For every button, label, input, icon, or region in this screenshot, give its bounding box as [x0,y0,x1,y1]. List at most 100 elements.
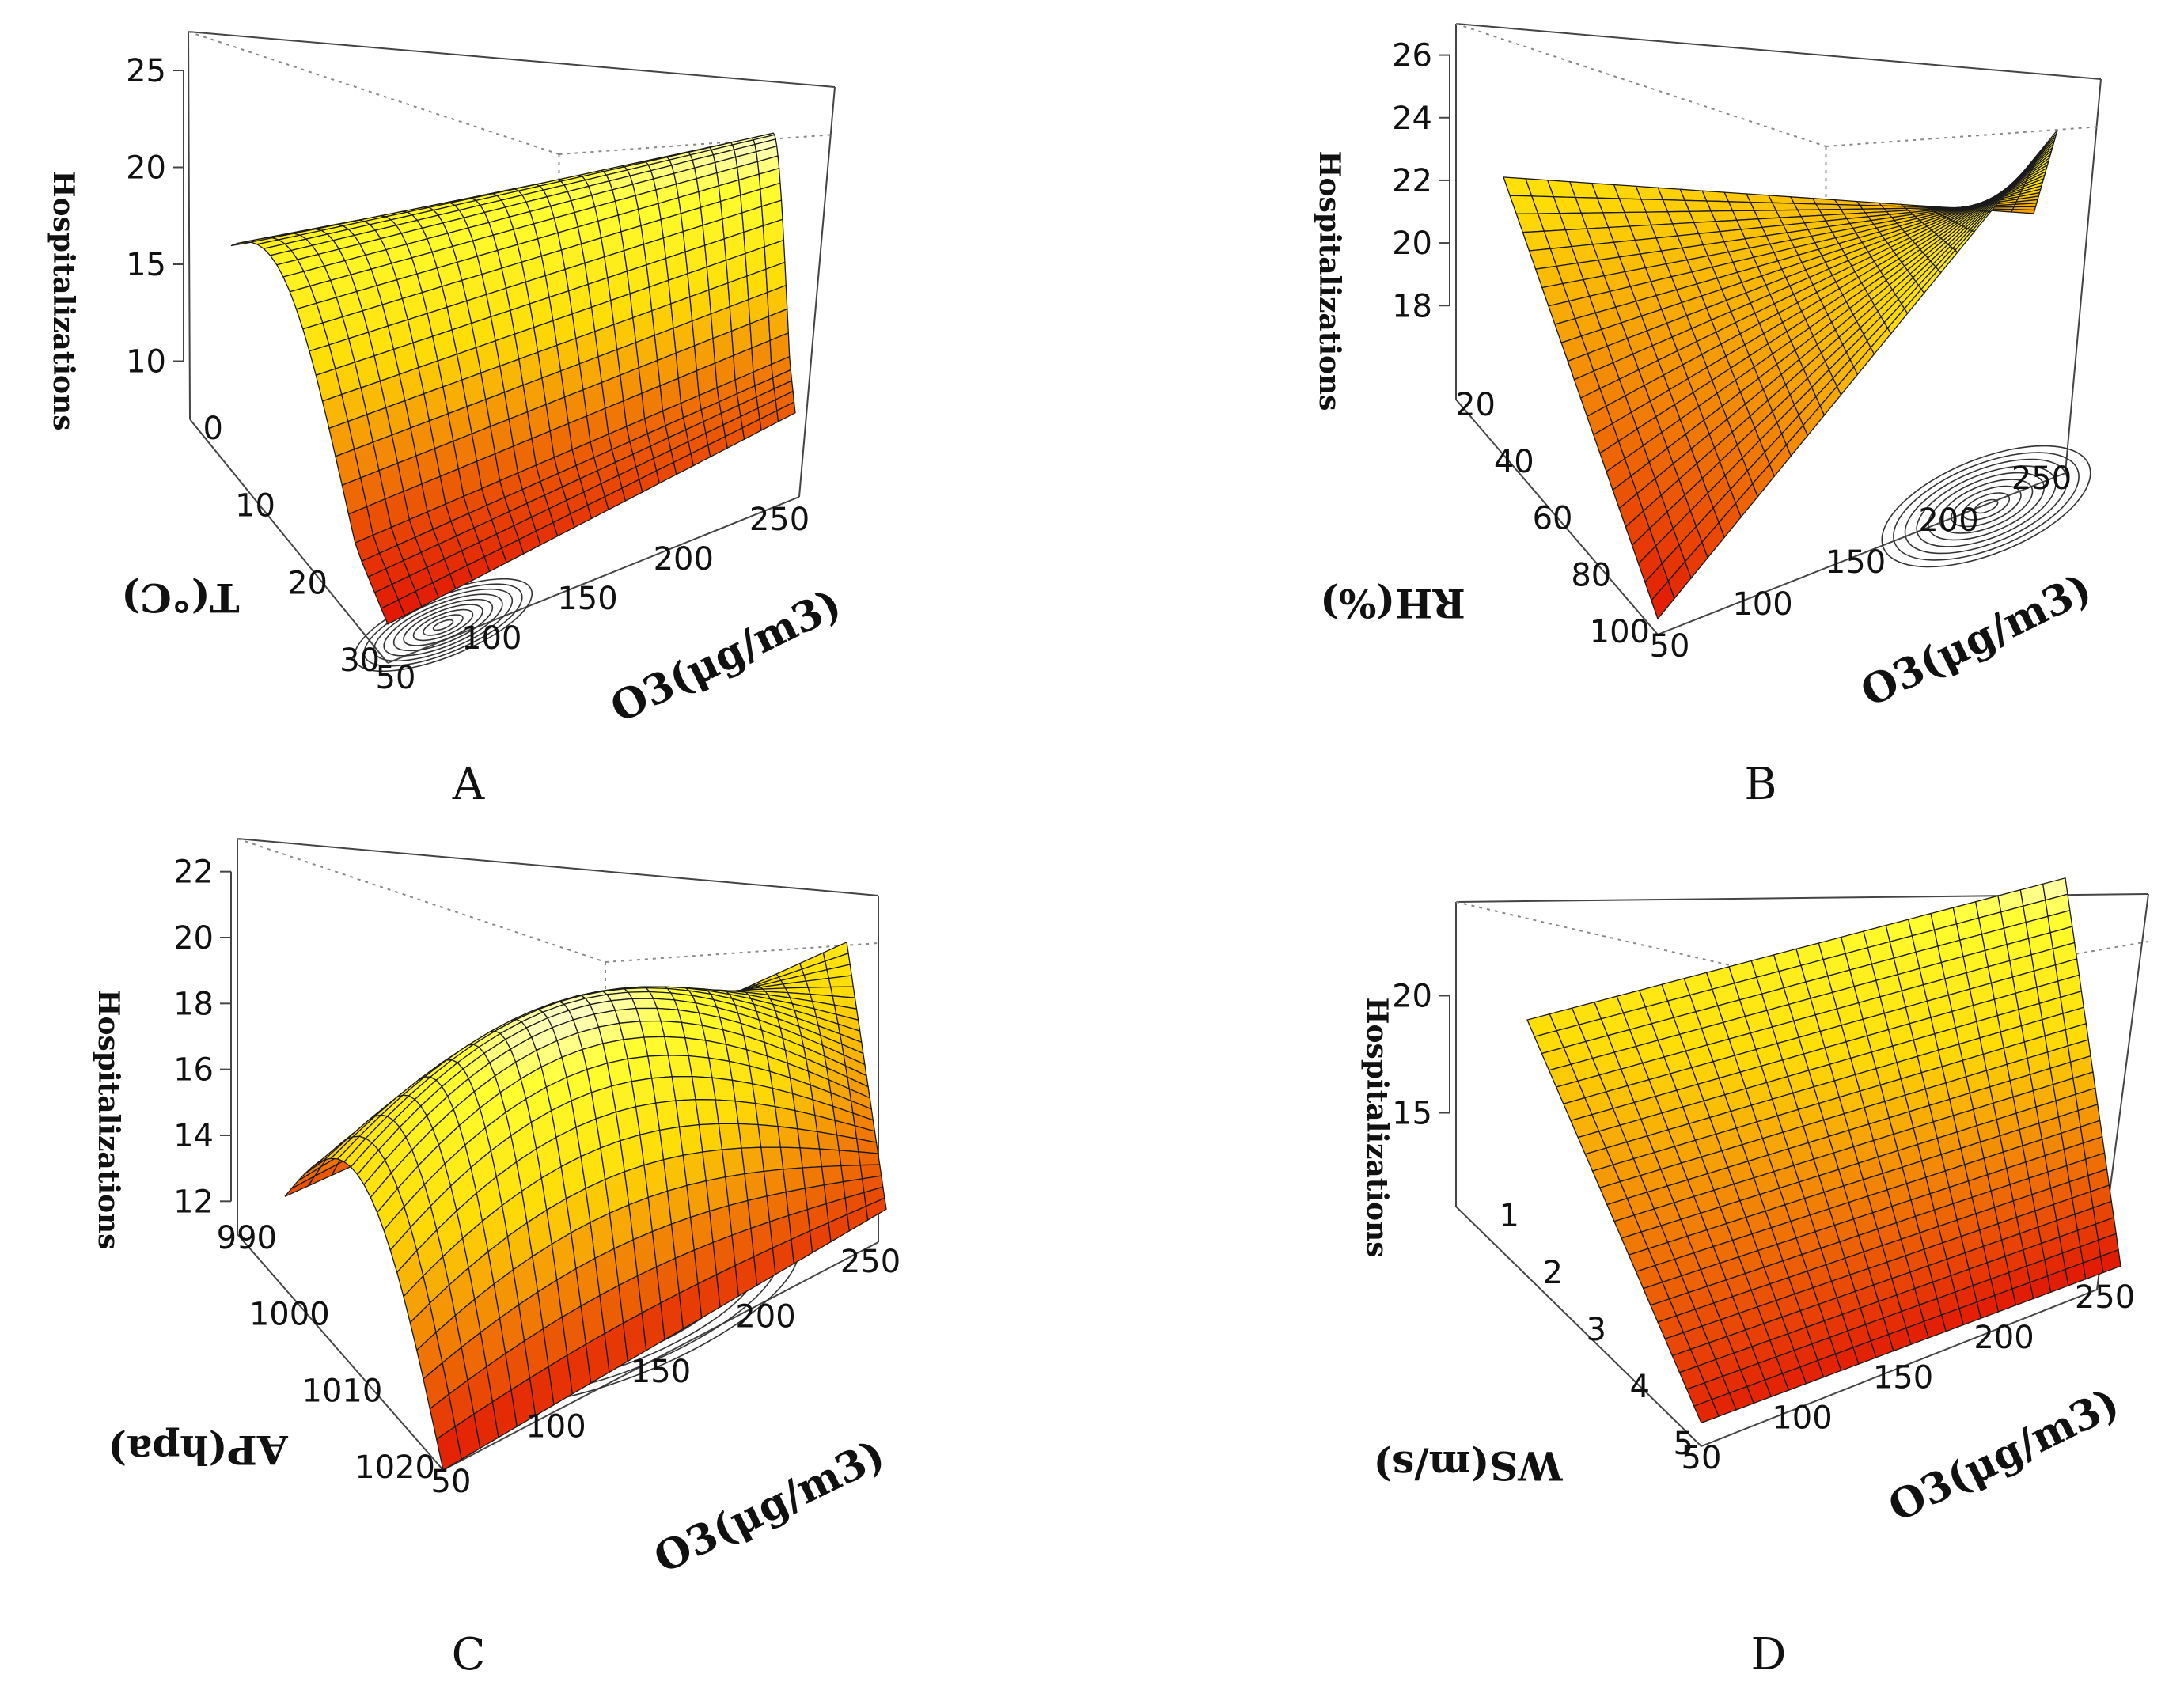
x-tick-label: 150 [1873,1360,1933,1396]
contour-line [1928,472,2045,541]
box-edge [189,419,389,664]
surface-facet [754,1102,779,1127]
surface-facet [675,1099,700,1128]
z-tick-label: 16 [173,1052,214,1089]
y-axis-label: T(°C) [121,574,239,621]
box-hidden-edge [188,31,559,155]
x-tick-label: 50 [376,660,416,696]
surface-facet [760,1146,784,1173]
y-tick-label: 4 [1630,1369,1650,1405]
surface-facet [1814,203,1842,210]
surface-facet [865,1197,887,1222]
y-axis-label: AP(hpa) [108,1426,288,1473]
x-tick-label: 150 [557,581,617,617]
surface-facet [705,1176,730,1212]
contour-line [432,619,454,631]
z-tick-label: 25 [126,53,166,89]
y-tick-label: 60 [1533,501,1573,537]
surface-facet [763,1169,787,1197]
y-tick-label: 3 [1587,1312,1606,1348]
contour-line [1939,479,2034,534]
z-tick-label: 12 [173,1184,214,1220]
surface-facet [783,1167,806,1193]
x-axis-label: O3(μg/m3) [1853,564,2099,717]
contour-line [1881,445,2091,568]
surface-facet [702,1149,726,1182]
surface-facet [671,1075,696,1101]
surface-mesh [1526,877,2121,1424]
surface-facet [715,1099,739,1125]
surface-facet [779,1146,803,1170]
y-tick-label: 1020 [355,1449,435,1486]
z-tick-label: 20 [173,920,214,957]
box-edge [188,31,836,88]
surface-facet [744,1170,768,1202]
x-tick-label: 200 [1918,502,1978,539]
y-tick-label: 30 [339,642,380,679]
surface-facet [627,991,654,999]
y-tick-label: 80 [1571,557,1611,593]
z-tick-label: 18 [1392,288,1432,324]
contour-line [1951,485,2022,528]
z-axis-label: Hospitalizations [47,171,80,431]
surface-facet [737,1123,762,1149]
surface-facet [678,1123,703,1156]
surface-facet [711,1077,737,1102]
surface-facet [817,1131,840,1151]
contour-line [383,593,503,657]
y-axis-label: WS(m/s) [1374,1442,1564,1489]
x-tick-label: 100 [1732,586,1792,623]
surface-facet [777,1125,801,1149]
box-hidden-edge [1455,23,1826,147]
z-tick-label: 20 [126,150,166,187]
y-axis: 990 1000 1010 1020 [217,1220,435,1486]
box-edge [1455,23,2102,80]
surface-facet [698,1123,723,1153]
box-edge [1657,472,2066,635]
y-tick-label: 10 [235,488,275,525]
contour-line [1904,458,2068,555]
box-edge [1701,1289,2098,1447]
surface-facet [797,1127,821,1150]
surface-facet [818,1148,842,1168]
box-edge [1455,1206,1702,1447]
contour-line [423,614,464,636]
y-tick-label: 1000 [249,1297,330,1333]
box-edge [442,1241,879,1471]
x-tick-label: 100 [525,1409,586,1445]
x-axis-label: O3(μg/m3) [603,580,848,733]
x-axis-label: O3(μg/m3) [646,1430,892,1583]
x-tick-label: 100 [1772,1400,1832,1436]
z-tick-label: 18 [173,986,214,1022]
surface-facet [1793,203,1821,211]
box-edge [237,838,879,896]
z-tick-label: 20 [1392,978,1432,1014]
x-tick-label: 200 [1974,1320,2034,1356]
contour-line [1962,492,2011,521]
y-tick-label: 1 [1500,1198,1519,1234]
surface-facet [799,1147,823,1169]
z-tick-label: 22 [1392,163,1432,199]
y-tick-label: 40 [1494,444,1534,480]
panel-label: A [452,759,485,810]
z-tick-label: 26 [1392,38,1432,74]
box-edge [2065,78,2102,474]
surface-facet [718,1123,742,1150]
z-axis-label: Hospitalizations [92,990,125,1250]
x-axis: 50 100 150 200 250 [1650,460,2072,665]
box-edge [387,496,800,664]
x-tick-label: 50 [1682,1440,1722,1476]
y-axis: 20 40 60 80 100 [1455,387,1650,650]
surface-facet [858,1151,881,1166]
box-edge [798,86,836,498]
y-tick-label: 0 [203,411,223,447]
x-tick-label: 250 [840,1244,901,1280]
surface-facet [2099,1248,2121,1274]
surface-facet [635,1007,662,1022]
z-axis: 18 20 22 24 26 [1392,38,1450,324]
contour-line [392,598,494,652]
z-axis: 12 14 16 18 20 22 [173,854,232,1220]
x-axis-label: O3(μg/m3) [1881,1379,2126,1532]
surface-facet [724,1173,749,1207]
